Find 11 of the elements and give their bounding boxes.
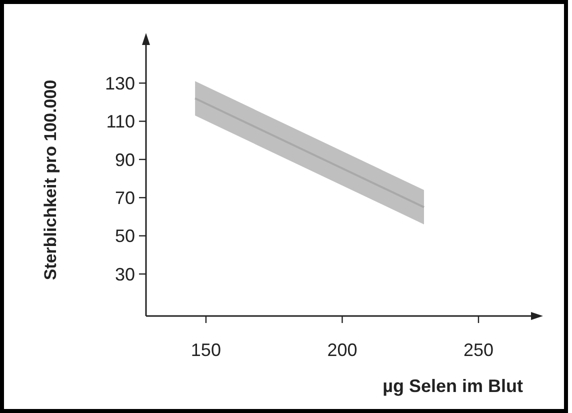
x-tick-label: 150 — [190, 340, 221, 360]
x-tick-label: 200 — [327, 340, 358, 360]
x-axis-title: µg Selen im Blut — [382, 376, 524, 396]
y-axis-title: Sterblichkeit pro 100.000 — [41, 80, 60, 280]
y-tick-label: 30 — [114, 264, 135, 284]
y-tick-label: 110 — [106, 112, 135, 132]
y-tick-label: 50 — [114, 226, 135, 246]
x-tick-label: 250 — [463, 340, 494, 360]
y-tick-label: 90 — [114, 150, 135, 170]
y-tick-label: 130 — [104, 73, 135, 94]
y-tick-label: 70 — [114, 188, 135, 208]
